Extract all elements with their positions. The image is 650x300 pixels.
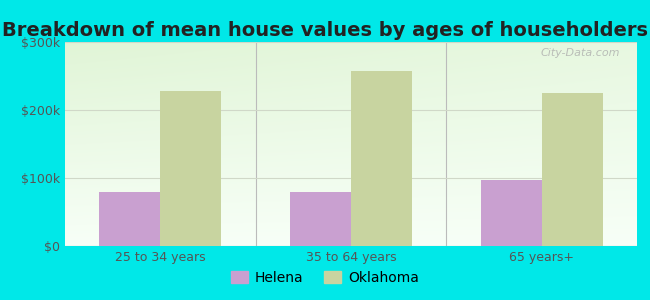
Bar bbox=[290, 192, 351, 246]
Bar bbox=[161, 91, 222, 246]
Text: City-Data.com: City-Data.com bbox=[540, 48, 620, 58]
Bar bbox=[99, 192, 161, 246]
Bar bbox=[480, 180, 541, 246]
Bar bbox=[541, 93, 603, 246]
Bar bbox=[351, 70, 412, 246]
Legend: Helena, Oklahoma: Helena, Oklahoma bbox=[226, 265, 424, 290]
Text: Breakdown of mean house values by ages of householders: Breakdown of mean house values by ages o… bbox=[2, 21, 648, 40]
